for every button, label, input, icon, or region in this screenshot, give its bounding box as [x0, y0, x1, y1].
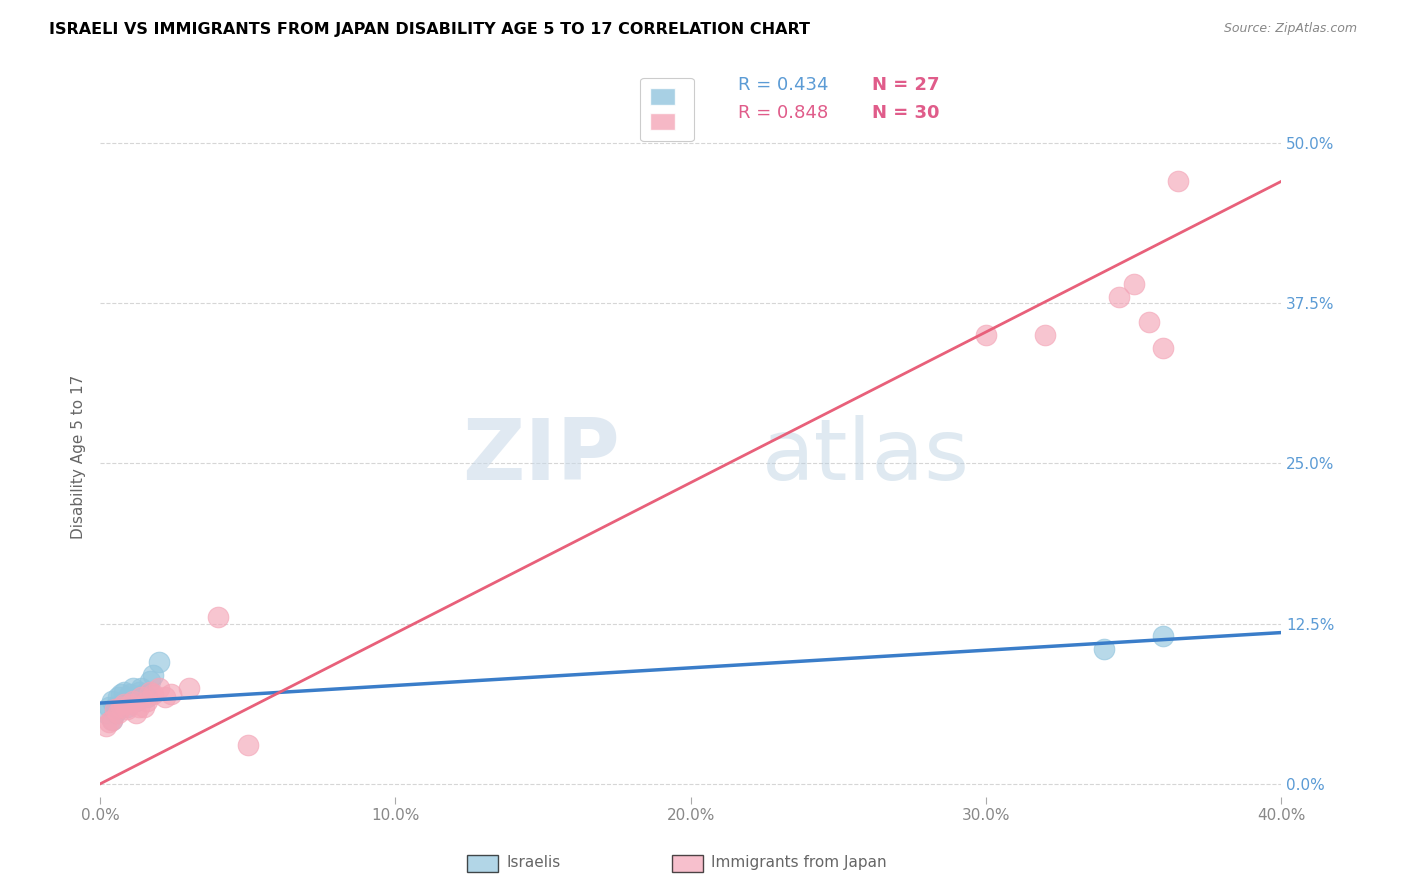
- Point: [107, 700, 129, 714]
- Point: [207, 610, 229, 624]
- Point: [1108, 290, 1130, 304]
- Text: atlas: atlas: [762, 416, 970, 499]
- Point: [101, 713, 124, 727]
- Point: [104, 700, 127, 714]
- Point: [112, 693, 135, 707]
- Y-axis label: Disability Age 5 to 17: Disability Age 5 to 17: [72, 375, 86, 539]
- Point: [104, 702, 127, 716]
- Point: [974, 328, 997, 343]
- Text: ISRAELI VS IMMIGRANTS FROM JAPAN DISABILITY AGE 5 TO 17 CORRELATION CHART: ISRAELI VS IMMIGRANTS FROM JAPAN DISABIL…: [49, 22, 810, 37]
- Point: [1167, 174, 1189, 188]
- Point: [94, 719, 117, 733]
- Text: R = 0.848: R = 0.848: [738, 103, 828, 121]
- Text: N = 27: N = 27: [872, 76, 939, 94]
- Point: [110, 700, 132, 714]
- Point: [112, 684, 135, 698]
- Point: [118, 698, 141, 712]
- Point: [107, 690, 129, 704]
- Point: [148, 681, 170, 695]
- Point: [115, 702, 138, 716]
- Point: [104, 706, 127, 721]
- Point: [118, 687, 141, 701]
- Point: [121, 693, 143, 707]
- Text: ZIP: ZIP: [463, 416, 620, 499]
- Point: [118, 690, 141, 704]
- Text: Source: ZipAtlas.com: Source: ZipAtlas.com: [1223, 22, 1357, 36]
- Legend: , : ,: [641, 78, 693, 141]
- Point: [134, 700, 156, 714]
- Point: [124, 693, 146, 707]
- Point: [124, 706, 146, 721]
- Point: [139, 674, 162, 689]
- Point: [94, 706, 117, 721]
- Point: [110, 698, 132, 712]
- Point: [153, 690, 176, 704]
- Point: [115, 693, 138, 707]
- Point: [131, 681, 153, 695]
- Point: [142, 687, 165, 701]
- Point: [101, 693, 124, 707]
- Text: R = 0.434: R = 0.434: [738, 76, 828, 94]
- Point: [236, 739, 259, 753]
- Point: [136, 693, 159, 707]
- Point: [128, 700, 150, 714]
- Point: [1122, 277, 1144, 291]
- Point: [1033, 328, 1056, 343]
- Point: [98, 715, 121, 730]
- Point: [1152, 629, 1174, 643]
- Text: Immigrants from Japan: Immigrants from Japan: [711, 855, 887, 870]
- Point: [148, 655, 170, 669]
- Point: [136, 690, 159, 704]
- Point: [1092, 642, 1115, 657]
- Point: [128, 684, 150, 698]
- Point: [160, 687, 183, 701]
- Point: [134, 687, 156, 701]
- Point: [1137, 315, 1160, 329]
- Point: [98, 700, 121, 714]
- Point: [139, 684, 162, 698]
- Point: [107, 706, 129, 721]
- Text: Israelis: Israelis: [506, 855, 561, 870]
- Point: [115, 700, 138, 714]
- Point: [1152, 341, 1174, 355]
- Point: [177, 681, 200, 695]
- Point: [131, 690, 153, 704]
- Point: [112, 698, 135, 712]
- Point: [101, 713, 124, 727]
- Text: N = 30: N = 30: [872, 103, 939, 121]
- Point: [110, 687, 132, 701]
- Point: [121, 681, 143, 695]
- Point: [142, 668, 165, 682]
